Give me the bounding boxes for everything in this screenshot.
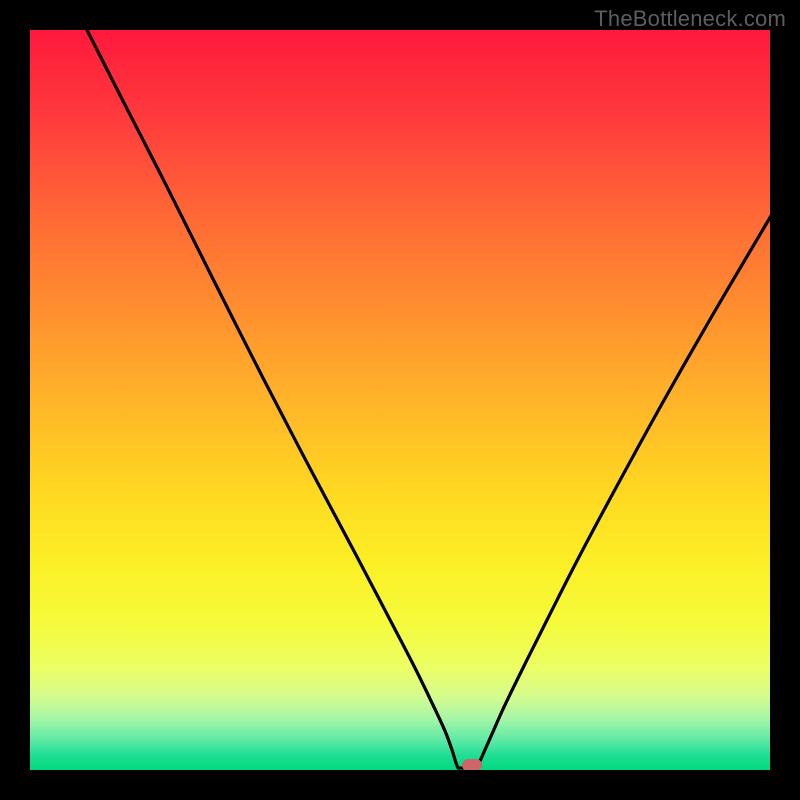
bottleneck-chart [0, 0, 800, 800]
chart-frame: { "meta": { "watermark": "TheBottleneck.… [0, 0, 800, 800]
plot-background [30, 30, 770, 770]
valley-marker [462, 759, 482, 771]
watermark-text: TheBottleneck.com [594, 6, 786, 32]
